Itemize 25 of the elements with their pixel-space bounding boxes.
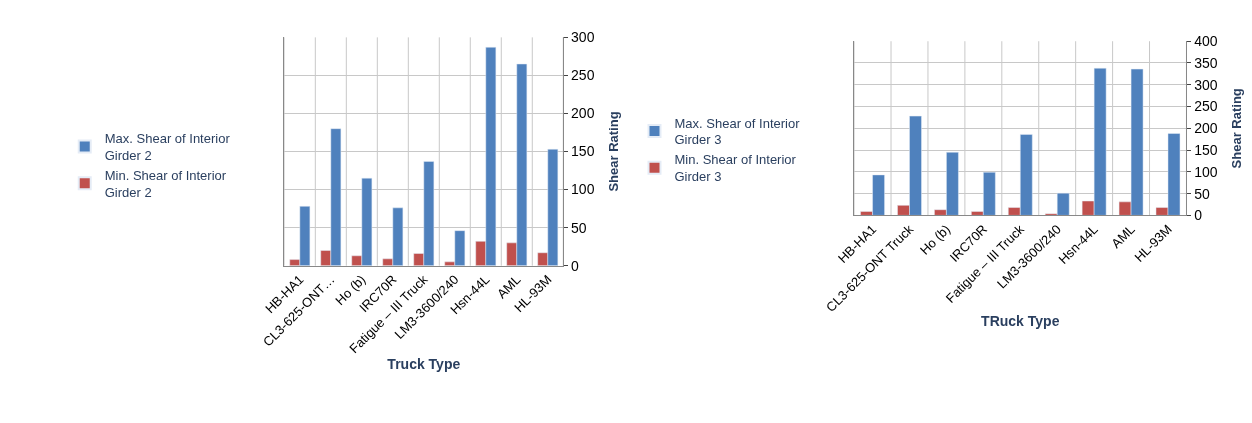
y-tick-label: 0 — [1194, 207, 1203, 224]
legend-label: Min. Shear of Interior Girder 2 — [104, 167, 227, 200]
legend-label: Min. Shear of Interior Girder 3 — [674, 152, 797, 185]
y-tick-label: 250 — [571, 67, 595, 84]
y-tick-label: 300 — [571, 29, 595, 46]
y-tick-label: 50 — [1194, 185, 1211, 202]
x-tick-label: AML — [1108, 221, 1138, 252]
y-tick-label: 300 — [1194, 76, 1218, 93]
y-tick-label: 350 — [1194, 54, 1218, 71]
y-tick-label: 100 — [1194, 163, 1218, 180]
y-tick-label: 400 — [1194, 33, 1218, 50]
x-axis-title: TRuck Type — [981, 313, 1060, 330]
y-tick-label: 0 — [571, 257, 580, 274]
y-axis-title: Shear Rating — [1229, 88, 1245, 169]
y-tick-label: 50 — [571, 219, 587, 236]
y-axis-title: Shear Rating — [606, 111, 622, 192]
y-tick-label: 200 — [1194, 120, 1218, 137]
y-tick-label: 250 — [1194, 98, 1218, 115]
x-axis-title: Truck Type — [387, 356, 461, 373]
y-tick-label: 200 — [571, 105, 595, 122]
legend-label: Max. Shear of Interior Girder 2 — [104, 131, 231, 163]
y-tick-label: 150 — [571, 143, 595, 160]
legend-label: Max. Shear of Interior Girder 3 — [674, 115, 801, 148]
y-tick-label: 100 — [571, 181, 595, 198]
y-tick-label: 150 — [1194, 141, 1218, 158]
